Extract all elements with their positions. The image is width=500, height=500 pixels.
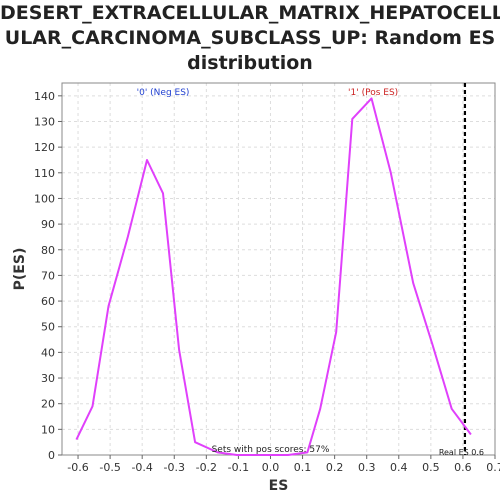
real-es-label: Real ES 0.6 [439,448,484,457]
x-tick-label: -0.1 [228,461,249,474]
x-tick-label: 0.4 [390,461,408,474]
y-tick-label: 130 [34,115,55,128]
x-tick-label: 0.6 [454,461,472,474]
y-tick-label: 40 [41,346,55,359]
y-tick-label: 100 [34,192,55,205]
y-tick-label: 90 [41,218,55,231]
y-tick-label: 0 [48,449,55,462]
x-tick-label: 0.0 [262,461,280,474]
y-tick-label: 20 [41,398,55,411]
x-tick-label: 0.5 [422,461,440,474]
y-tick-label: 50 [41,321,55,334]
y-tick-label: 60 [41,295,55,308]
neg-es-label: '0' (Neg ES) [137,88,190,98]
pos-es-label: '1' (Pos ES) [348,88,398,98]
x-tick-label: 0.2 [326,461,344,474]
axis-ticks: -0.6 -0.5 -0.4 -0.3 -0.2 -0.1 0.0 0.1 0.2 0.3 0.4 0… [34,90,500,474]
series-line [75,97,472,456]
y-tick-label: 110 [34,167,55,180]
x-tick-label: 0.1 [294,461,312,474]
pos-scores-annotation: Sets with pos scores: 57% [212,445,330,455]
y-tick-label: 30 [41,372,55,385]
grid [62,83,496,456]
x-axis-label: ES [269,478,289,494]
y-axis-label: P(ES) [12,248,28,291]
x-tick-label: -0.2 [196,461,217,474]
y-tick-label: 140 [34,90,55,103]
y-tick-label: 80 [41,244,55,257]
plot-area [61,82,496,456]
x-tick-label: -0.5 [99,461,120,474]
y-tick-label: 70 [41,269,55,282]
chart-title: DESERT_EXTRACELLULAR_MATRIX_HEPATOCELL U… [0,2,500,74]
x-tick-label: -0.4 [131,461,152,474]
y-tick-label: 10 [41,423,55,436]
series-layer [75,97,472,456]
x-tick-label: 0.3 [358,461,376,474]
x-tick-label: -0.6 [67,461,88,474]
x-tick-label: 0.7 [486,461,500,474]
x-tick-label: -0.3 [164,461,185,474]
y-tick-label: 120 [34,141,55,154]
